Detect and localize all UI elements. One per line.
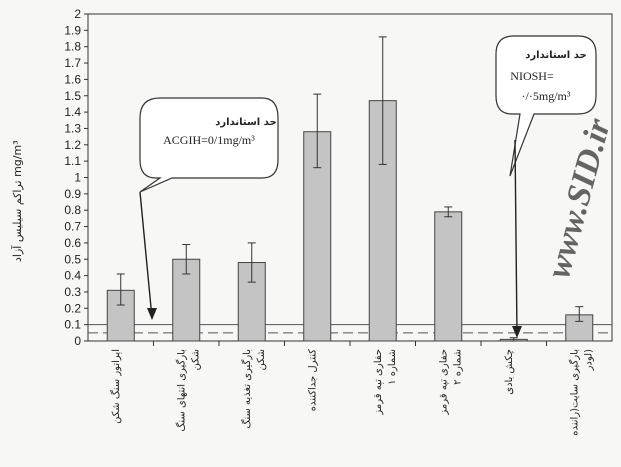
watermark: www.SID.ir xyxy=(540,114,618,282)
category-label: بارگیری سایت(راننده xyxy=(568,349,580,436)
callout-acgih-arrowhead xyxy=(147,308,157,320)
y-tick-label: 1.1 xyxy=(64,154,81,168)
y-tick-label: 1.6 xyxy=(64,72,81,86)
y-tick-label: 1.2 xyxy=(64,138,81,152)
y-tick-label: 0.7 xyxy=(64,220,81,234)
category-label: حفاری تپه قرمز xyxy=(373,349,384,416)
bar xyxy=(435,212,462,341)
callout-niosh-arrow xyxy=(515,140,517,336)
callout-acgih-arrow xyxy=(140,192,152,318)
y-axis-label: تراکم سیلیس آزاد mg/m³ xyxy=(10,140,24,262)
callout-acgih-text: ACGIH=0/1mg/m³ xyxy=(163,133,255,147)
y-tick-label: 0.9 xyxy=(64,187,81,201)
callout-niosh-title: حد استاندارد xyxy=(525,50,586,61)
category-label: چکش بادی xyxy=(504,349,515,395)
category-label: شماره ۲ xyxy=(452,349,463,385)
y-tick-label: 1.9 xyxy=(64,23,81,37)
y-tick-label: 0.4 xyxy=(64,269,81,283)
y-tick-label: 0.2 xyxy=(64,301,81,315)
category-label: کنترل جداکننده xyxy=(307,349,318,411)
category-label: لودر) xyxy=(583,349,594,372)
category-label: اپراتور سنگ شکن xyxy=(110,349,122,424)
y-tick-label: 1 xyxy=(74,171,81,185)
y-tick-label: 0.8 xyxy=(64,203,81,217)
y-tick-label: 1.7 xyxy=(64,56,81,70)
category-label: حفاری تپه قرمز xyxy=(438,349,449,416)
category-label: شکن xyxy=(190,349,201,371)
y-tick-label: 0.3 xyxy=(64,285,81,299)
y-tick-label: 1.3 xyxy=(64,121,81,135)
y-tick-label: 1.8 xyxy=(64,40,81,54)
y-tick-label: 2 xyxy=(74,7,81,21)
category-label: شماره ۱ xyxy=(387,349,398,385)
y-tick-label: 0.5 xyxy=(64,252,81,266)
category-label: بارگیری تغذیه سنگ xyxy=(241,349,253,429)
y-tick-label: 0.6 xyxy=(64,236,81,250)
callout-niosh-arrowhead xyxy=(512,326,522,338)
category-label: شکن xyxy=(256,349,267,371)
callout-acgih-title: حد استاندارد xyxy=(215,117,276,128)
callout-niosh-text-line2: ·/·5mg/m³ xyxy=(522,89,571,103)
category-label: بارگیری انتهای سنگ xyxy=(175,349,187,432)
y-tick-label: 0 xyxy=(74,334,81,348)
y-tick-label: 1.4 xyxy=(64,105,81,119)
y-tick-label: 1.5 xyxy=(64,89,81,103)
y-tick-label: 0.1 xyxy=(64,318,81,332)
callout-niosh-text-line1: NIOSH= xyxy=(510,69,554,83)
